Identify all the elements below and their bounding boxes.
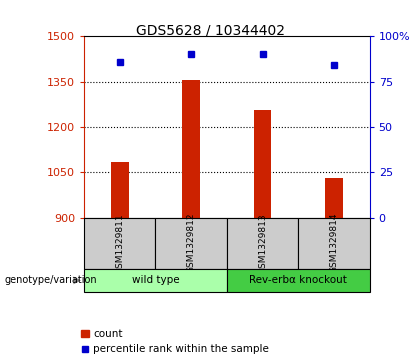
Text: Rev-erbα knockout: Rev-erbα knockout — [249, 276, 347, 285]
Text: GSM1329813: GSM1329813 — [258, 213, 267, 274]
Polygon shape — [74, 277, 81, 284]
Bar — [227, 218, 298, 269]
Bar — [84, 218, 155, 269]
Bar — [254, 110, 271, 218]
Legend: count, percentile rank within the sample: count, percentile rank within the sample — [81, 329, 269, 354]
Bar — [111, 162, 129, 218]
Bar — [182, 80, 200, 218]
Text: GSM1329812: GSM1329812 — [186, 213, 196, 273]
Bar — [155, 218, 227, 269]
Text: GSM1329811: GSM1329811 — [115, 213, 124, 274]
Bar — [298, 218, 370, 269]
Text: GSM1329814: GSM1329814 — [329, 213, 339, 273]
Text: GDS5628 / 10344402: GDS5628 / 10344402 — [136, 24, 284, 38]
Bar — [227, 269, 370, 292]
Text: wild type: wild type — [131, 276, 179, 285]
Text: genotype/variation: genotype/variation — [4, 276, 97, 285]
Bar — [84, 269, 227, 292]
Bar — [325, 179, 343, 218]
